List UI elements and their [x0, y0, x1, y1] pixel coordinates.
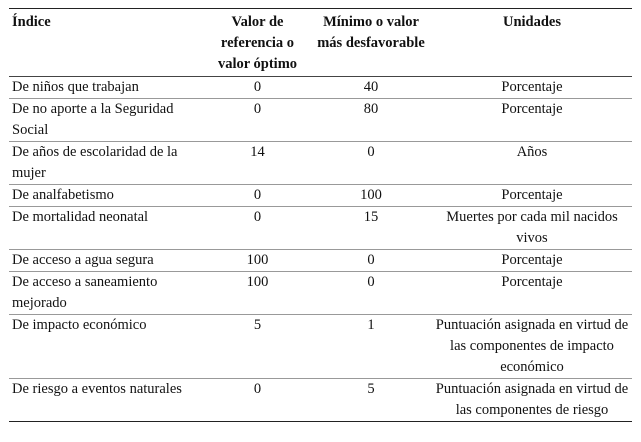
table-cell: 0: [367, 252, 375, 268]
table-cell: 80: [363, 101, 379, 117]
table-header: Índice Valor de referencia o valor óptimo…: [9, 8, 632, 77]
table-row: De mortalidad neonatal 0 15 Muertes por cad…: [9, 207, 632, 250]
table-cell: Puntuación asignada en virtud de las com…: [435, 317, 629, 375]
table-row: De acceso a agua segura 100 0 Porcentaje: [9, 250, 632, 272]
table-cell: 5: [367, 381, 375, 397]
table-cell: Años: [516, 144, 548, 160]
table-cell: Porcentaje: [501, 274, 563, 290]
table-cell: De riesgo a eventos naturales: [12, 381, 182, 397]
table-row: De riesgo a eventos naturales 0 5 Puntuació…: [9, 379, 632, 422]
header-cell: Valor de referencia o valor óptimo: [217, 14, 298, 72]
table-cell: 0: [253, 79, 262, 95]
table-cell: 0: [253, 209, 262, 225]
table-cell: 100: [246, 274, 269, 290]
table-cell: De años de escolaridad de la mujer: [12, 144, 178, 181]
table-row: De no aporte a la Seguridad Social 0 80 Por…: [9, 99, 632, 142]
table-cell: 15: [363, 209, 379, 225]
table-cell: 0: [367, 144, 375, 160]
table-body: De niños que trabajan 0 40 Porcentaje De no …: [9, 77, 632, 422]
table-cell: Porcentaje: [501, 187, 563, 203]
indices-table: Índice Valor de referencia o valor óptimo…: [9, 8, 632, 422]
table-row: De años de escolaridad de la mujer 14 0 Año…: [9, 142, 632, 185]
header-row: Índice Valor de referencia o valor óptimo…: [9, 8, 632, 77]
table-cell: 0: [253, 187, 262, 203]
table-cell: 40: [363, 79, 379, 95]
table-row: De impacto económico 5 1 Puntuación asignad…: [9, 315, 632, 379]
table-cell: De mortalidad neonatal: [12, 209, 149, 225]
table-cell: Porcentaje: [501, 252, 563, 268]
header-cell: Unidades: [502, 14, 562, 30]
table-row: De analfabetismo 0 100 Porcentaje: [9, 185, 632, 207]
table-cell: 14: [250, 144, 265, 160]
table-cell: 5: [253, 317, 262, 333]
table-cell: De analfabetismo: [12, 187, 114, 203]
table-cell: De impacto económico: [12, 317, 147, 333]
table-cell: De no aporte a la Seguridad Social: [12, 101, 174, 138]
table-cell: 0: [367, 274, 375, 290]
table-cell: Muertes por cada mil nacidos vivos: [446, 209, 618, 246]
table-cell: 0: [253, 381, 262, 397]
table-row: De niños que trabajan 0 40 Porcentaje: [9, 77, 632, 99]
table-cell: De acceso a saneamiento mejorado: [12, 274, 158, 311]
table-cell: Puntuación asignada en virtud de las com…: [435, 381, 629, 418]
table-cell: 1: [367, 317, 375, 333]
table-cell: De niños que trabajan: [12, 79, 139, 95]
table-row: De acceso a saneamiento mejorado 100 0 Porc…: [9, 272, 632, 315]
table-cell: 100: [246, 252, 269, 268]
table-cell: 0: [253, 101, 262, 117]
header-cell: Mínimo o valor más desfavorable: [317, 14, 425, 51]
header-cell: Índice: [12, 14, 51, 30]
table-cell: Porcentaje: [501, 79, 563, 95]
table-cell: De acceso a agua segura: [12, 252, 154, 268]
table-cell: 100: [360, 187, 382, 203]
table-cell: Porcentaje: [501, 101, 563, 117]
